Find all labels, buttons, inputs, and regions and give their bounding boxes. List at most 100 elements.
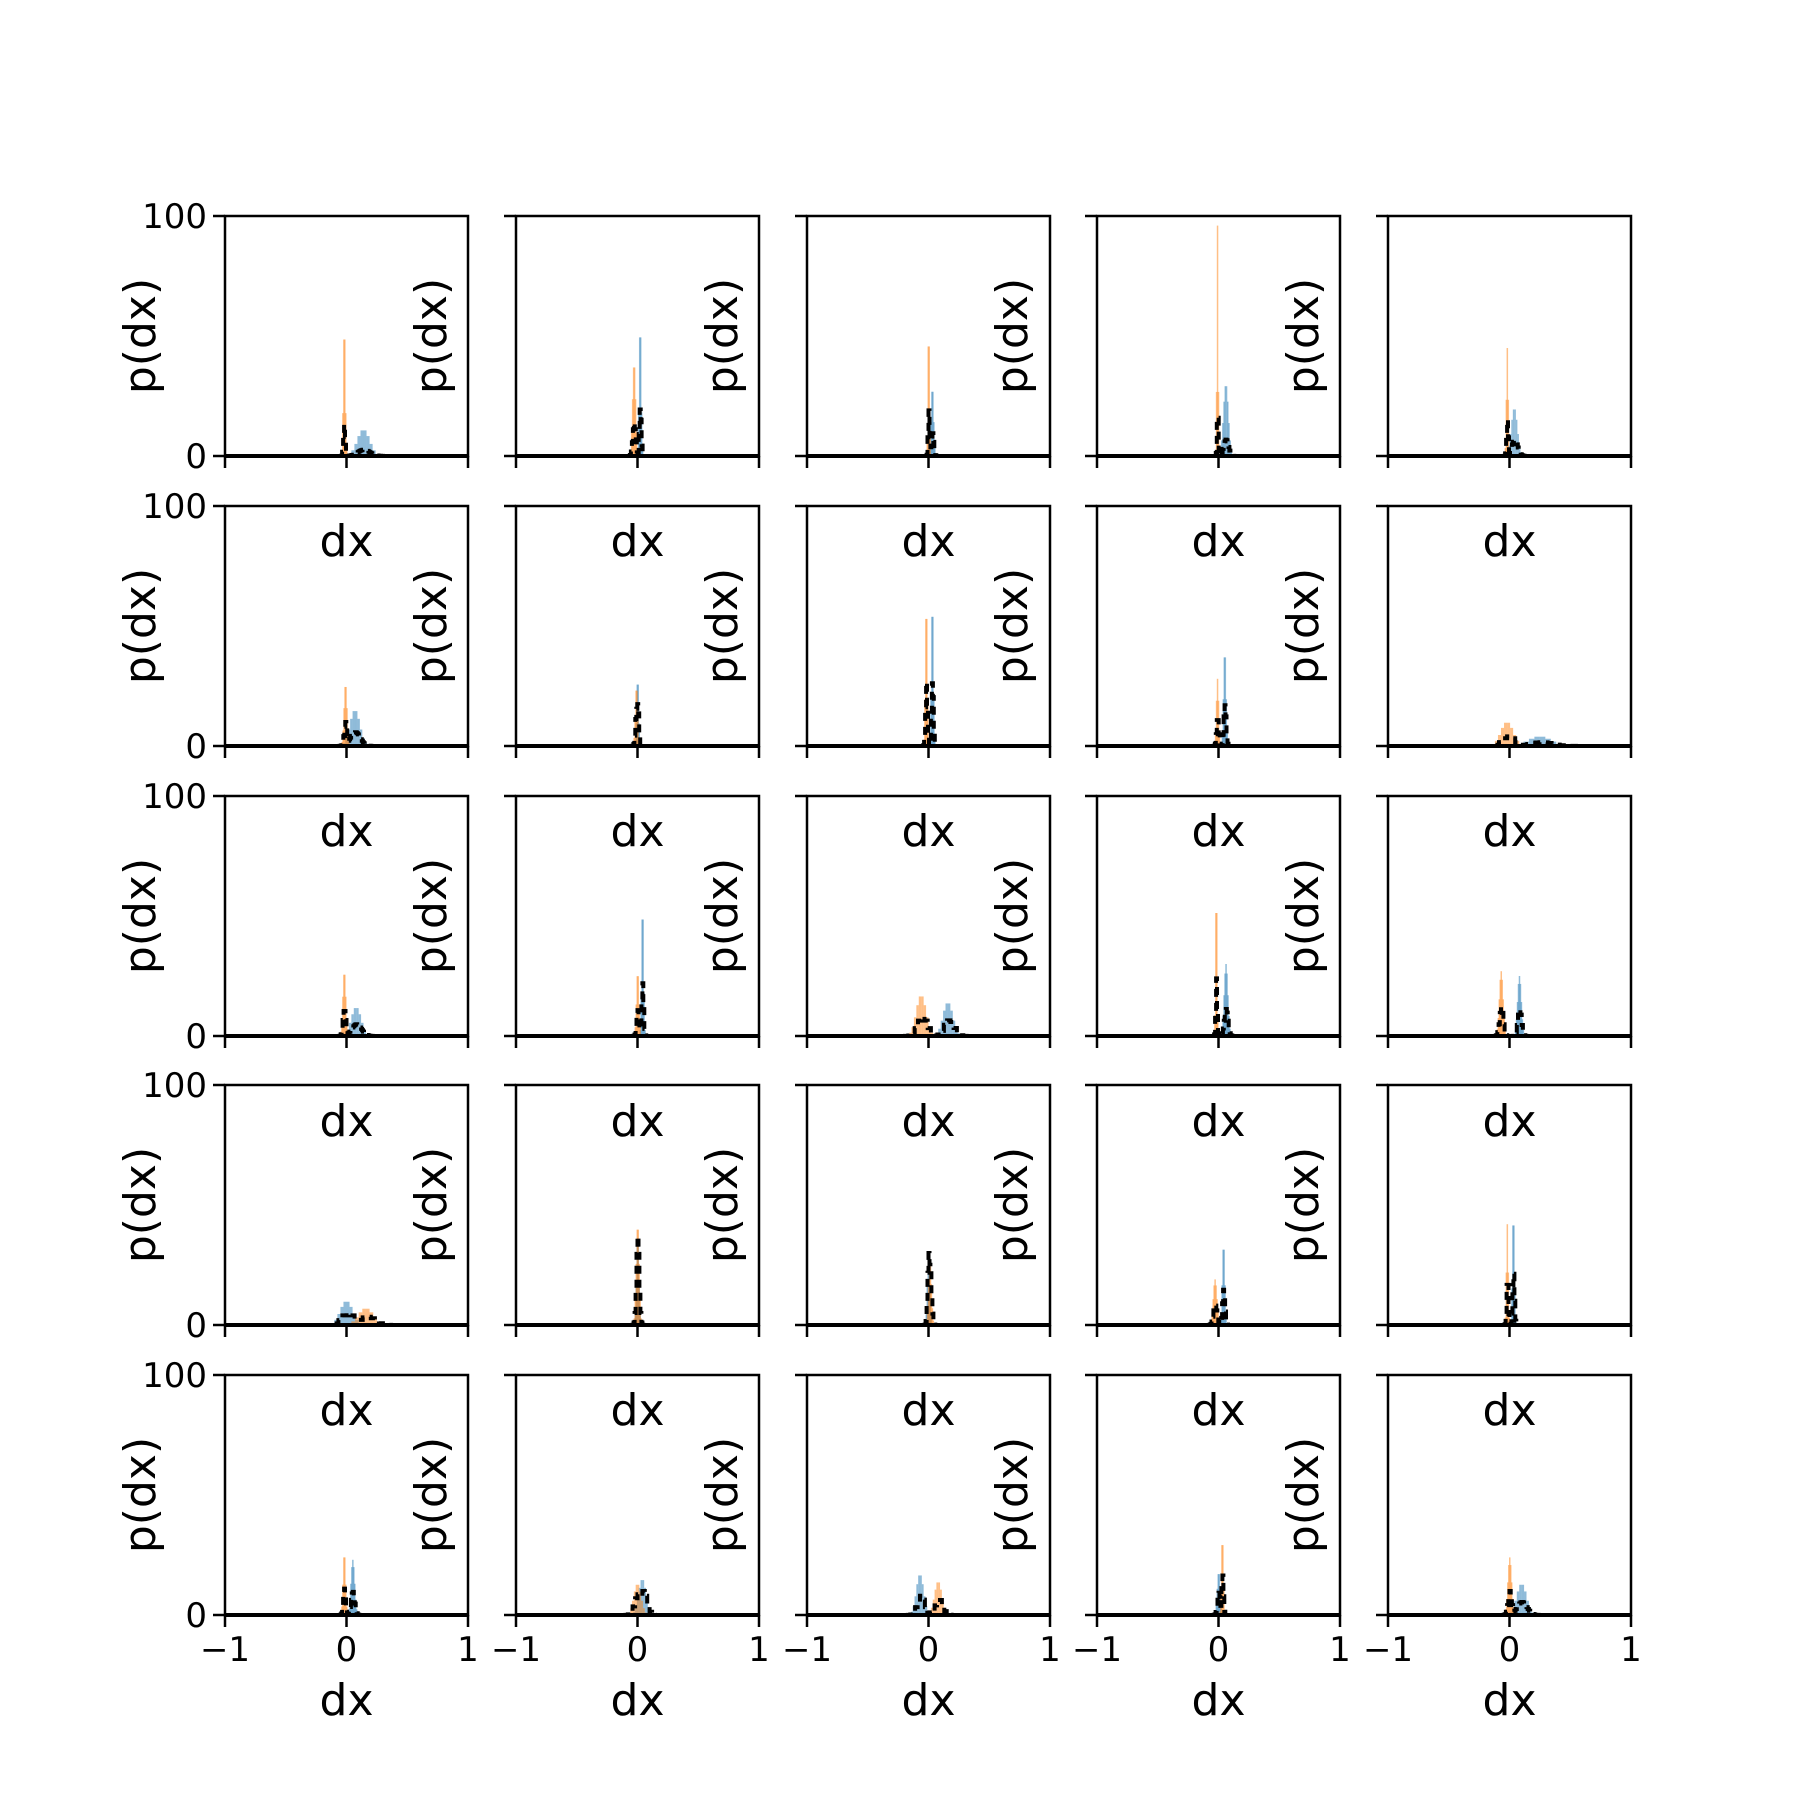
histogram-bar: [1214, 732, 1217, 746]
y-tick-label: 0: [185, 1017, 207, 1057]
histogram-bar: [344, 974, 346, 1036]
histogram-bar: [936, 1582, 939, 1615]
x-tick-label: 0: [627, 1630, 649, 1670]
histogram-bar: [644, 1587, 647, 1615]
histogram-bar: [1515, 419, 1518, 456]
histogram-bar: [930, 1607, 933, 1615]
histogram-bar: [348, 741, 350, 746]
y-tick-label: 100: [142, 1066, 207, 1106]
histogram-bar: [1216, 225, 1219, 456]
histogram-bar: [359, 729, 363, 746]
histogram-bar: [344, 339, 346, 456]
y-tick-label: 0: [185, 437, 207, 477]
histogram-bar: [1514, 1029, 1517, 1036]
histogram-bar: [640, 1580, 643, 1615]
subplot: dx p(dx): [987, 1083, 1342, 1436]
histogram-bar: [363, 430, 367, 456]
histogram-bar: [638, 723, 640, 746]
histogram-bar: [352, 1559, 354, 1615]
combined-step-line: [924, 408, 939, 458]
histogram-bar: [1218, 732, 1221, 746]
y-axis-label: p(dx): [1278, 1147, 1329, 1263]
histogram-bar: [341, 1019, 343, 1036]
histogram-bar: [640, 993, 642, 1036]
histogram-bar: [642, 1580, 645, 1615]
histogram-bar: [354, 1583, 356, 1615]
histogram-bar: [925, 618, 927, 746]
histogram-bar: [1510, 727, 1514, 746]
x-axis-label: dx: [1192, 1096, 1246, 1147]
histogram-bar: [1224, 386, 1227, 456]
x-tick-label: −1: [200, 1630, 250, 1670]
combined-step-line: [1212, 976, 1235, 1038]
histogram-bar: [353, 1008, 357, 1036]
histogram-bar: [1222, 1249, 1224, 1325]
x-axis-label: dx: [902, 1096, 956, 1147]
histogram-bar: [1500, 971, 1503, 1036]
x-axis-label: dx: [902, 1385, 956, 1436]
histogram-bar: [1511, 419, 1513, 456]
histogram-bar: [636, 1229, 639, 1325]
histogram-bar: [934, 446, 936, 456]
histogram-bar: [352, 1314, 356, 1325]
y-tick-label: 100: [142, 1356, 207, 1396]
x-axis-label: dx: [611, 1675, 665, 1726]
y-axis-label: p(dx): [406, 1147, 457, 1263]
x-axis-label: dx: [611, 806, 665, 857]
histogram-bar: [1224, 973, 1226, 1036]
y-axis-label: p(dx): [697, 568, 748, 684]
histogram-orange: [1214, 913, 1219, 1036]
combined-step-line: [905, 1593, 954, 1617]
x-axis-label: dx: [320, 1675, 374, 1726]
subplot: dx p(dx): [406, 794, 761, 1147]
histogram-bar: [1506, 1598, 1508, 1615]
histogram-bar: [940, 1020, 944, 1036]
subplot: dx p(dx): [406, 504, 761, 857]
histogram-bar: [343, 1557, 345, 1615]
x-axis-label: dx: [1483, 1096, 1537, 1147]
histogram-bar: [641, 1600, 643, 1615]
x-axis-label: dx: [320, 516, 374, 567]
histogram-bar: [1517, 983, 1520, 1036]
histogram-bar: [355, 1317, 359, 1325]
histogram-bar: [345, 686, 347, 746]
x-tick-label: 0: [336, 1630, 358, 1670]
x-axis-label: dx: [611, 516, 665, 567]
histogram-bar: [637, 976, 639, 1036]
histogram-bar: [916, 1584, 919, 1615]
histogram-bar: [925, 1606, 928, 1615]
histogram-bar: [1216, 678, 1219, 746]
x-tick-label: 0: [918, 1630, 940, 1670]
y-axis-label: p(dx): [115, 1437, 166, 1553]
histogram-bar: [637, 1229, 639, 1325]
histogram-bar: [633, 367, 636, 456]
histogram-bar: [1528, 738, 1535, 746]
histogram-bar: [1518, 976, 1521, 1036]
y-axis-label: p(dx): [697, 1437, 748, 1553]
histogram-bar: [1504, 722, 1508, 746]
x-tick-label: 1: [457, 1630, 479, 1670]
y-axis-label: p(dx): [115, 858, 166, 974]
histogram-bar: [927, 346, 930, 456]
histogram-bar: [358, 1014, 362, 1036]
histogram-bar: [357, 436, 361, 456]
y-axis-label: p(dx): [697, 858, 748, 974]
histogram-bar: [941, 1599, 944, 1615]
histogram-bar: [1215, 1285, 1217, 1325]
subplot: 0 100 dx p(dx): [115, 777, 470, 1147]
x-tick-label: −1: [1072, 1630, 1122, 1670]
histogram-bar: [1226, 973, 1228, 1036]
combined-step-line: [627, 407, 646, 458]
histogram-bar: [1521, 1584, 1525, 1615]
x-axis-label: dx: [320, 806, 374, 857]
x-axis-label: dx: [320, 1096, 374, 1147]
histogram-bar: [356, 1008, 359, 1036]
x-axis-label: dx: [1192, 1675, 1246, 1726]
histogram-bar: [345, 996, 347, 1036]
subplot: dx p(dx): [1278, 504, 1633, 857]
y-axis-label: p(dx): [987, 568, 1038, 684]
y-axis-label: p(dx): [697, 1147, 748, 1263]
histogram-bar: [1214, 1279, 1216, 1325]
combined-step-line: [922, 1251, 938, 1327]
